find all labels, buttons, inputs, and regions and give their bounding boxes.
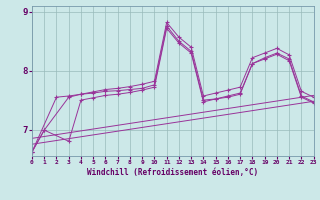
X-axis label: Windchill (Refroidissement éolien,°C): Windchill (Refroidissement éolien,°C): [87, 168, 258, 177]
